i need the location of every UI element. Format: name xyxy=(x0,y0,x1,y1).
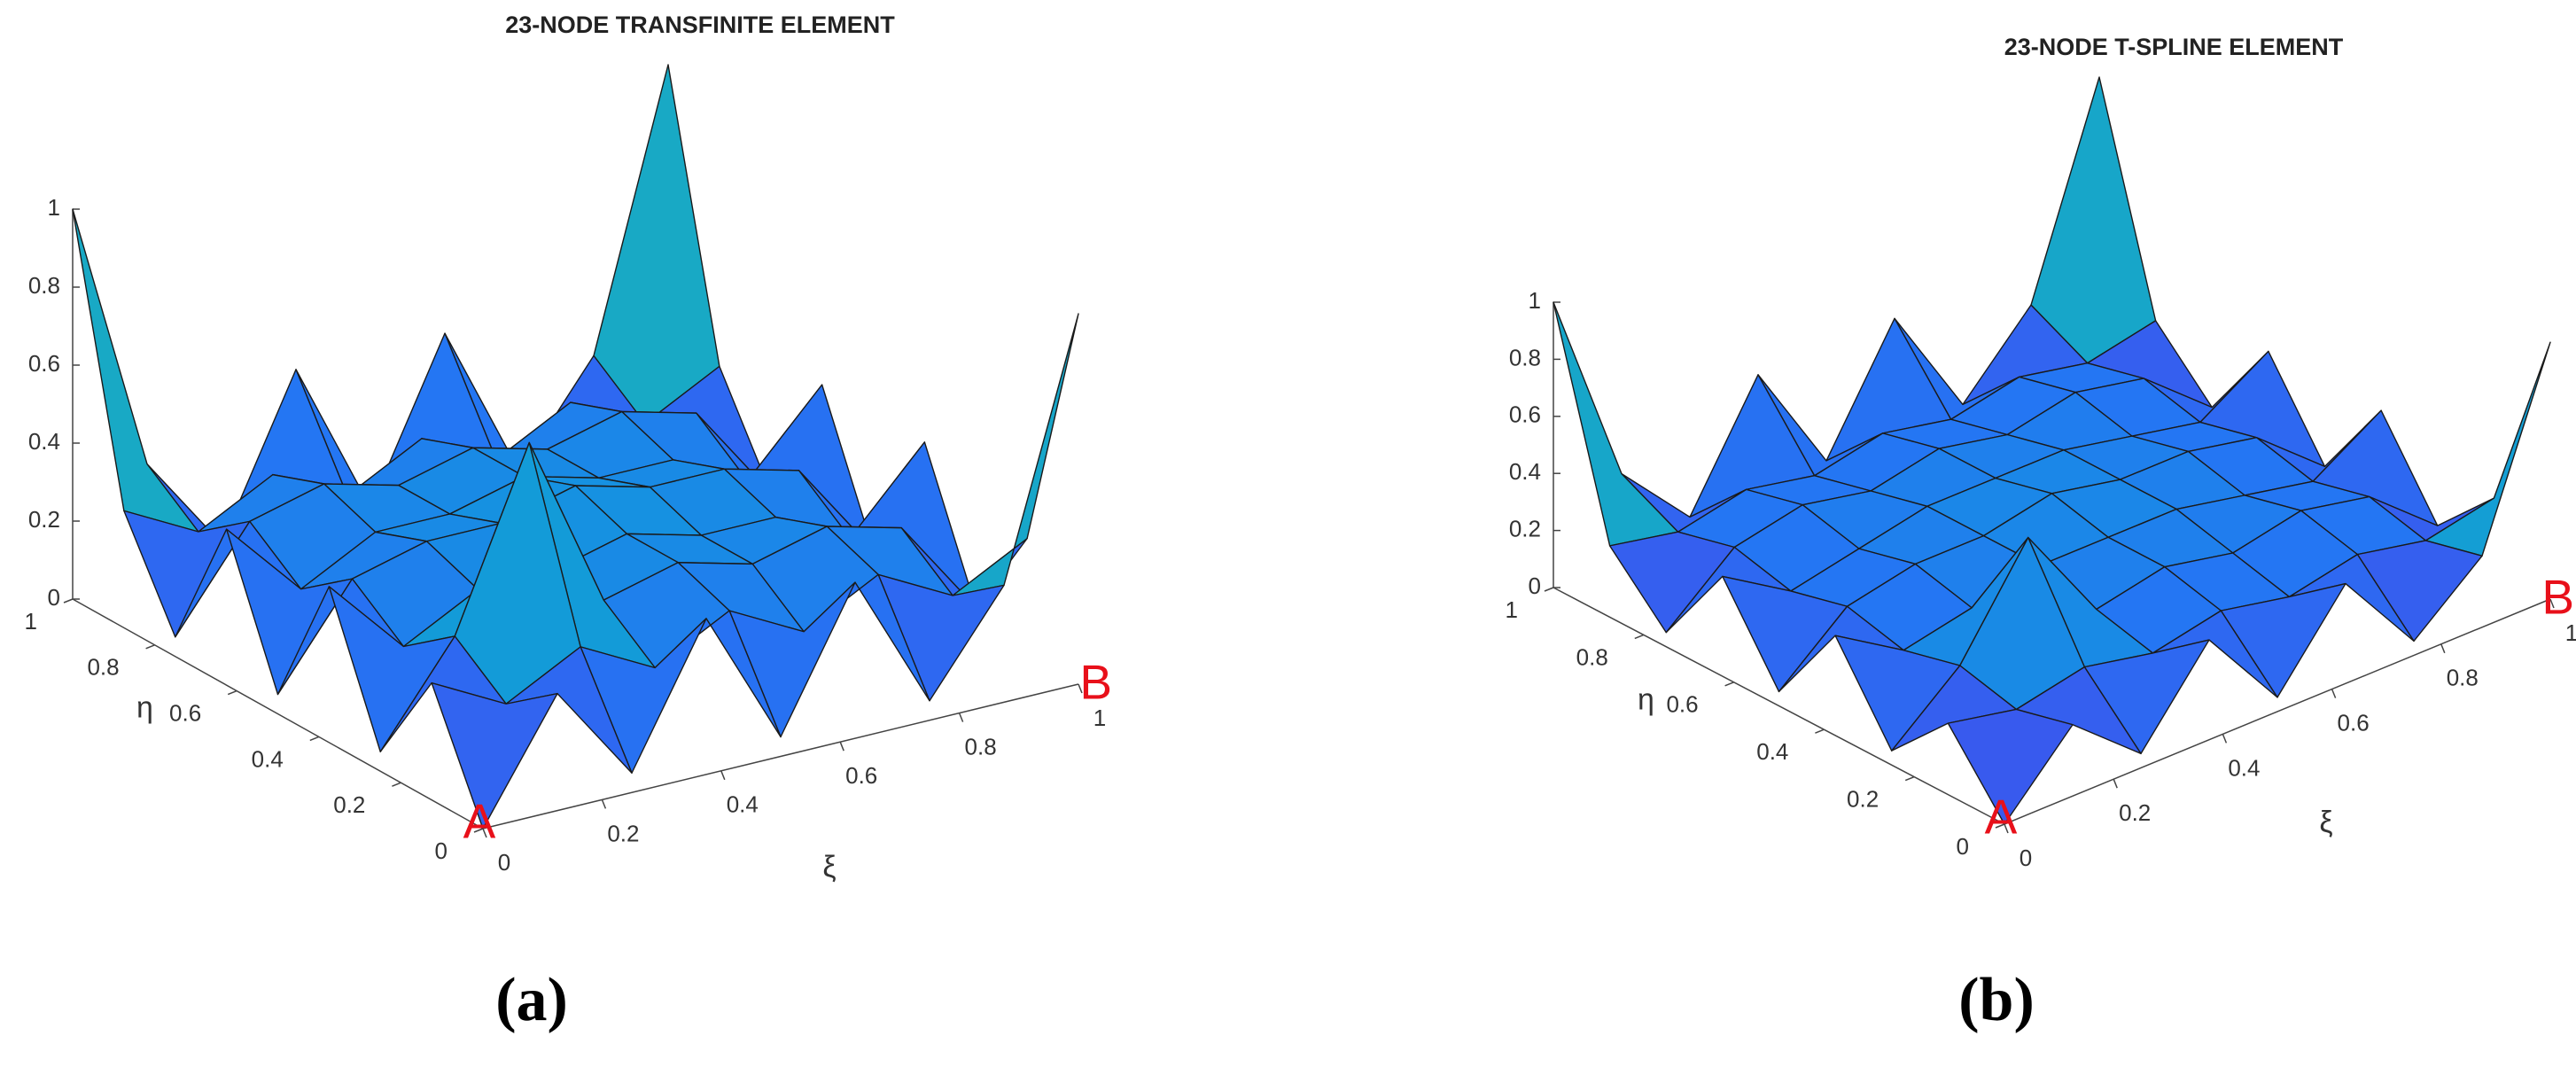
y-tick-label: 0.4 xyxy=(252,745,284,772)
x-tick xyxy=(482,828,487,838)
x-tick xyxy=(958,713,964,722)
x-tick xyxy=(2440,643,2446,654)
annotation: A xyxy=(1985,790,2018,845)
x-tick-label: 0 xyxy=(498,849,510,876)
caption: (a) xyxy=(495,966,568,1034)
annotation: B xyxy=(2541,570,2574,625)
z-tick-label: 1 xyxy=(1529,287,1541,314)
y-tick-label: 1 xyxy=(25,608,37,635)
x-tick-label: 0 xyxy=(2020,845,2032,871)
y-axis xyxy=(1553,587,2005,825)
x-tick-label: 0.6 xyxy=(2338,709,2370,736)
y-tick-label: 0.6 xyxy=(169,699,201,726)
y-tick xyxy=(227,689,237,696)
x-tick xyxy=(2222,734,2228,744)
y-tick xyxy=(309,736,320,742)
z-tick-label: 0.8 xyxy=(1509,344,1541,370)
z-tick-label: 1 xyxy=(48,194,60,221)
x-tick xyxy=(1078,683,1083,694)
y-tick xyxy=(473,828,484,833)
annotation: A xyxy=(463,794,496,849)
x-axis xyxy=(482,683,1079,829)
x-tick xyxy=(2113,778,2118,789)
y-axis-label: η xyxy=(1638,682,1654,716)
z-tick-label: 0.4 xyxy=(1509,458,1541,485)
x-axis xyxy=(2004,598,2551,825)
x-tick-label: 1 xyxy=(2565,619,2576,646)
surface-patch xyxy=(431,681,558,829)
y-tick-label: 0.2 xyxy=(1847,785,1879,812)
z-tick-label: 0.8 xyxy=(28,272,60,299)
y-tick xyxy=(1544,587,1554,592)
y-tick-label: 0 xyxy=(1957,833,1969,860)
z-tick-label: 0.6 xyxy=(28,350,60,377)
y-axis xyxy=(72,598,484,829)
y-tick-label: 0 xyxy=(435,837,447,864)
y-tick xyxy=(1815,728,1825,734)
z-tick-label: 0.2 xyxy=(28,506,60,533)
z-tick-label: 0 xyxy=(48,584,60,611)
chart-title: 23-NODE T-SPLINE ELEMENT xyxy=(2004,34,2344,60)
y-tick-label: 0.8 xyxy=(1576,643,1608,670)
caption: (b) xyxy=(1958,966,2035,1034)
x-tick-label: 0.2 xyxy=(607,820,639,846)
y-tick-label: 1 xyxy=(1506,596,1518,623)
x-tick xyxy=(2549,598,2555,609)
z-tick-label: 0 xyxy=(1529,572,1541,599)
y-tick xyxy=(1634,634,1645,640)
y-tick-label: 0.2 xyxy=(333,791,365,818)
y-tick xyxy=(145,644,155,650)
chart-title: 23-NODE TRANSFINITE ELEMENT xyxy=(505,12,895,38)
x-tick-label: 0.8 xyxy=(2447,665,2479,691)
x-tick-label: 0.4 xyxy=(2228,754,2260,781)
surface-patch xyxy=(593,64,720,424)
y-tick xyxy=(63,598,74,604)
y-tick xyxy=(1995,823,2005,829)
y-axis-label: η xyxy=(136,690,153,724)
y-tick xyxy=(1904,775,1915,782)
x-tick xyxy=(720,770,726,781)
x-axis-label: ξ xyxy=(2319,806,2332,839)
z-tick-label: 0.6 xyxy=(1509,401,1541,428)
x-tick-label: 0.2 xyxy=(2119,799,2151,826)
y-tick xyxy=(1724,681,1734,687)
surface-patch xyxy=(1947,708,2074,825)
x-tick-label: 0.8 xyxy=(965,733,997,759)
y-tick-label: 0.8 xyxy=(87,654,119,681)
y-tick-label: 0.6 xyxy=(1666,691,1698,718)
z-tick-label: 0.4 xyxy=(28,428,60,455)
x-tick xyxy=(601,799,607,809)
surface-patch xyxy=(2030,76,2157,364)
x-tick-label: 0.4 xyxy=(727,791,759,818)
x-tick xyxy=(2331,689,2337,698)
x-tick xyxy=(839,741,844,752)
x-axis-label: ξ xyxy=(822,850,836,884)
annotation: B xyxy=(1079,655,1112,710)
surface-patch xyxy=(72,208,199,533)
x-tick xyxy=(2004,823,2009,834)
y-tick xyxy=(392,782,401,787)
y-tick-label: 0.4 xyxy=(1756,738,1788,765)
x-tick-label: 1 xyxy=(1093,705,1106,731)
z-tick-label: 0.2 xyxy=(1509,515,1541,541)
x-tick-label: 0.6 xyxy=(845,762,877,789)
